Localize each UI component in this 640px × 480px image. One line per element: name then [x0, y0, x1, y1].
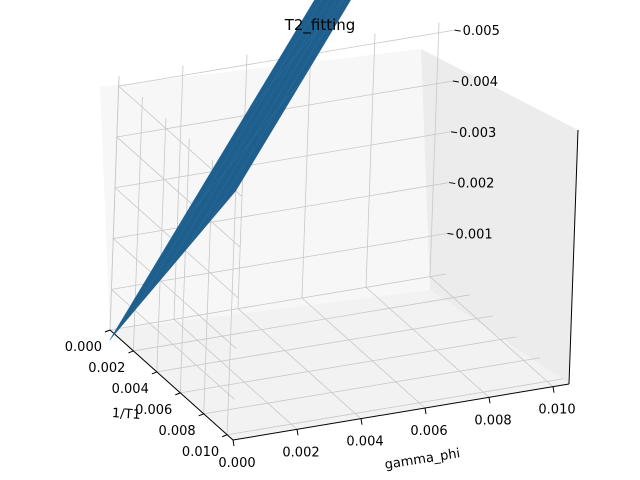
tick-mark-gamma-phi [296, 429, 299, 436]
gridline-z [112, 182, 450, 349]
gridline-1-over-t1-wall [156, 117, 167, 372]
gridline-1-over-t1-floor [227, 378, 564, 436]
tick-label-z: 0.001 [455, 227, 492, 242]
tick-label-1-over-t1: 0.006 [135, 403, 172, 418]
gridline-1-over-t1-floor [180, 336, 517, 394]
tick-mark-z [452, 80, 459, 83]
tick-label-gamma-phi: 0.006 [410, 424, 447, 439]
gridline-1-over-t1-wall [109, 75, 120, 331]
axis-line-1-over-t1 [109, 329, 234, 441]
surface-patch [312, 0, 316, 4]
surface-patch [295, 0, 337, 57]
tick-label-z: 0.003 [459, 126, 496, 141]
tick-mark-gamma-phi [424, 407, 427, 415]
pane-right [421, 49, 578, 384]
gridline-1-over-t1-floor [203, 357, 540, 415]
tick-mark-1-over-t1 [151, 371, 158, 375]
tick-label-z: 0.002 [457, 177, 494, 192]
gridline-1-over-t1-wall [179, 138, 190, 393]
tick-label-gamma-phi: 0.002 [282, 445, 319, 460]
tick-mark-z [454, 29, 461, 32]
ticks-gamma-phi: 0.000 0.002 0.004 0.006 0.008 0.010 [218, 386, 576, 471]
tick-label-1-over-t1: 0.008 [158, 424, 195, 439]
tick-mark-gamma-phi [488, 397, 491, 404]
tick-mark-1-over-t1 [175, 392, 181, 396]
tick-mark-1-over-t1 [198, 413, 204, 417]
gridline-z [114, 131, 452, 299]
tick-label-gamma-phi: 0.008 [474, 413, 511, 428]
tick-label-z: 0.004 [461, 75, 498, 90]
surface-patch [269, 0, 330, 86]
tick-mark-gamma-phi [552, 386, 555, 393]
gridline-1-over-t1-floor [109, 273, 447, 331]
surface-patch [320, 0, 343, 27]
surface-patch [277, 0, 351, 109]
y-axis-label: 1/T1 [111, 406, 141, 423]
surface-patch [244, 0, 322, 116]
gridlines-z [110, 29, 455, 400]
tick-label-1-over-t1: 0.004 [112, 382, 149, 397]
pane-left [100, 49, 430, 330]
ticks-z: 0.001 0.002 0.003 0.004 0.005 [447, 24, 500, 242]
tick-mark-z [449, 182, 456, 185]
tick-label-1-over-t1: 0.010 [182, 445, 219, 460]
tick-mark-gamma-phi [232, 439, 235, 447]
axis-line-z [568, 129, 579, 385]
tick-mark-z [447, 232, 454, 235]
gridline-1-over-t1-floor [156, 315, 493, 373]
tick-mark-gamma-phi [360, 418, 363, 425]
tick-label-gamma-phi: 0.010 [538, 403, 575, 418]
tick-label-gamma-phi: 0.004 [346, 435, 383, 450]
tick-mark-z [450, 131, 458, 134]
axis-line-gamma-phi [232, 383, 570, 441]
gridline-1-over-t1-floor [133, 294, 470, 352]
tick-mark-1-over-t1 [104, 329, 111, 333]
tick-label-z: 0.005 [463, 24, 500, 39]
tick-label-1-over-t1: 0.000 [65, 340, 102, 355]
tick-label-gamma-phi: 0.000 [218, 456, 255, 471]
surface-plot [109, 0, 351, 341]
chart-title: T2_fitting [284, 16, 356, 35]
gridline-z [110, 232, 448, 400]
pane-floor [110, 290, 569, 440]
tick-mark-1-over-t1 [128, 350, 134, 354]
ticks-1-over-t1: 0.000 0.002 0.004 0.006 0.008 0.010 [65, 329, 228, 460]
surface-patch [252, 0, 344, 139]
tick-mark-1-over-t1 [221, 434, 228, 438]
tick-label-1-over-t1: 0.002 [88, 361, 125, 376]
gridline-z [117, 29, 455, 197]
gridline-1-over-t1-wall [226, 180, 237, 435]
